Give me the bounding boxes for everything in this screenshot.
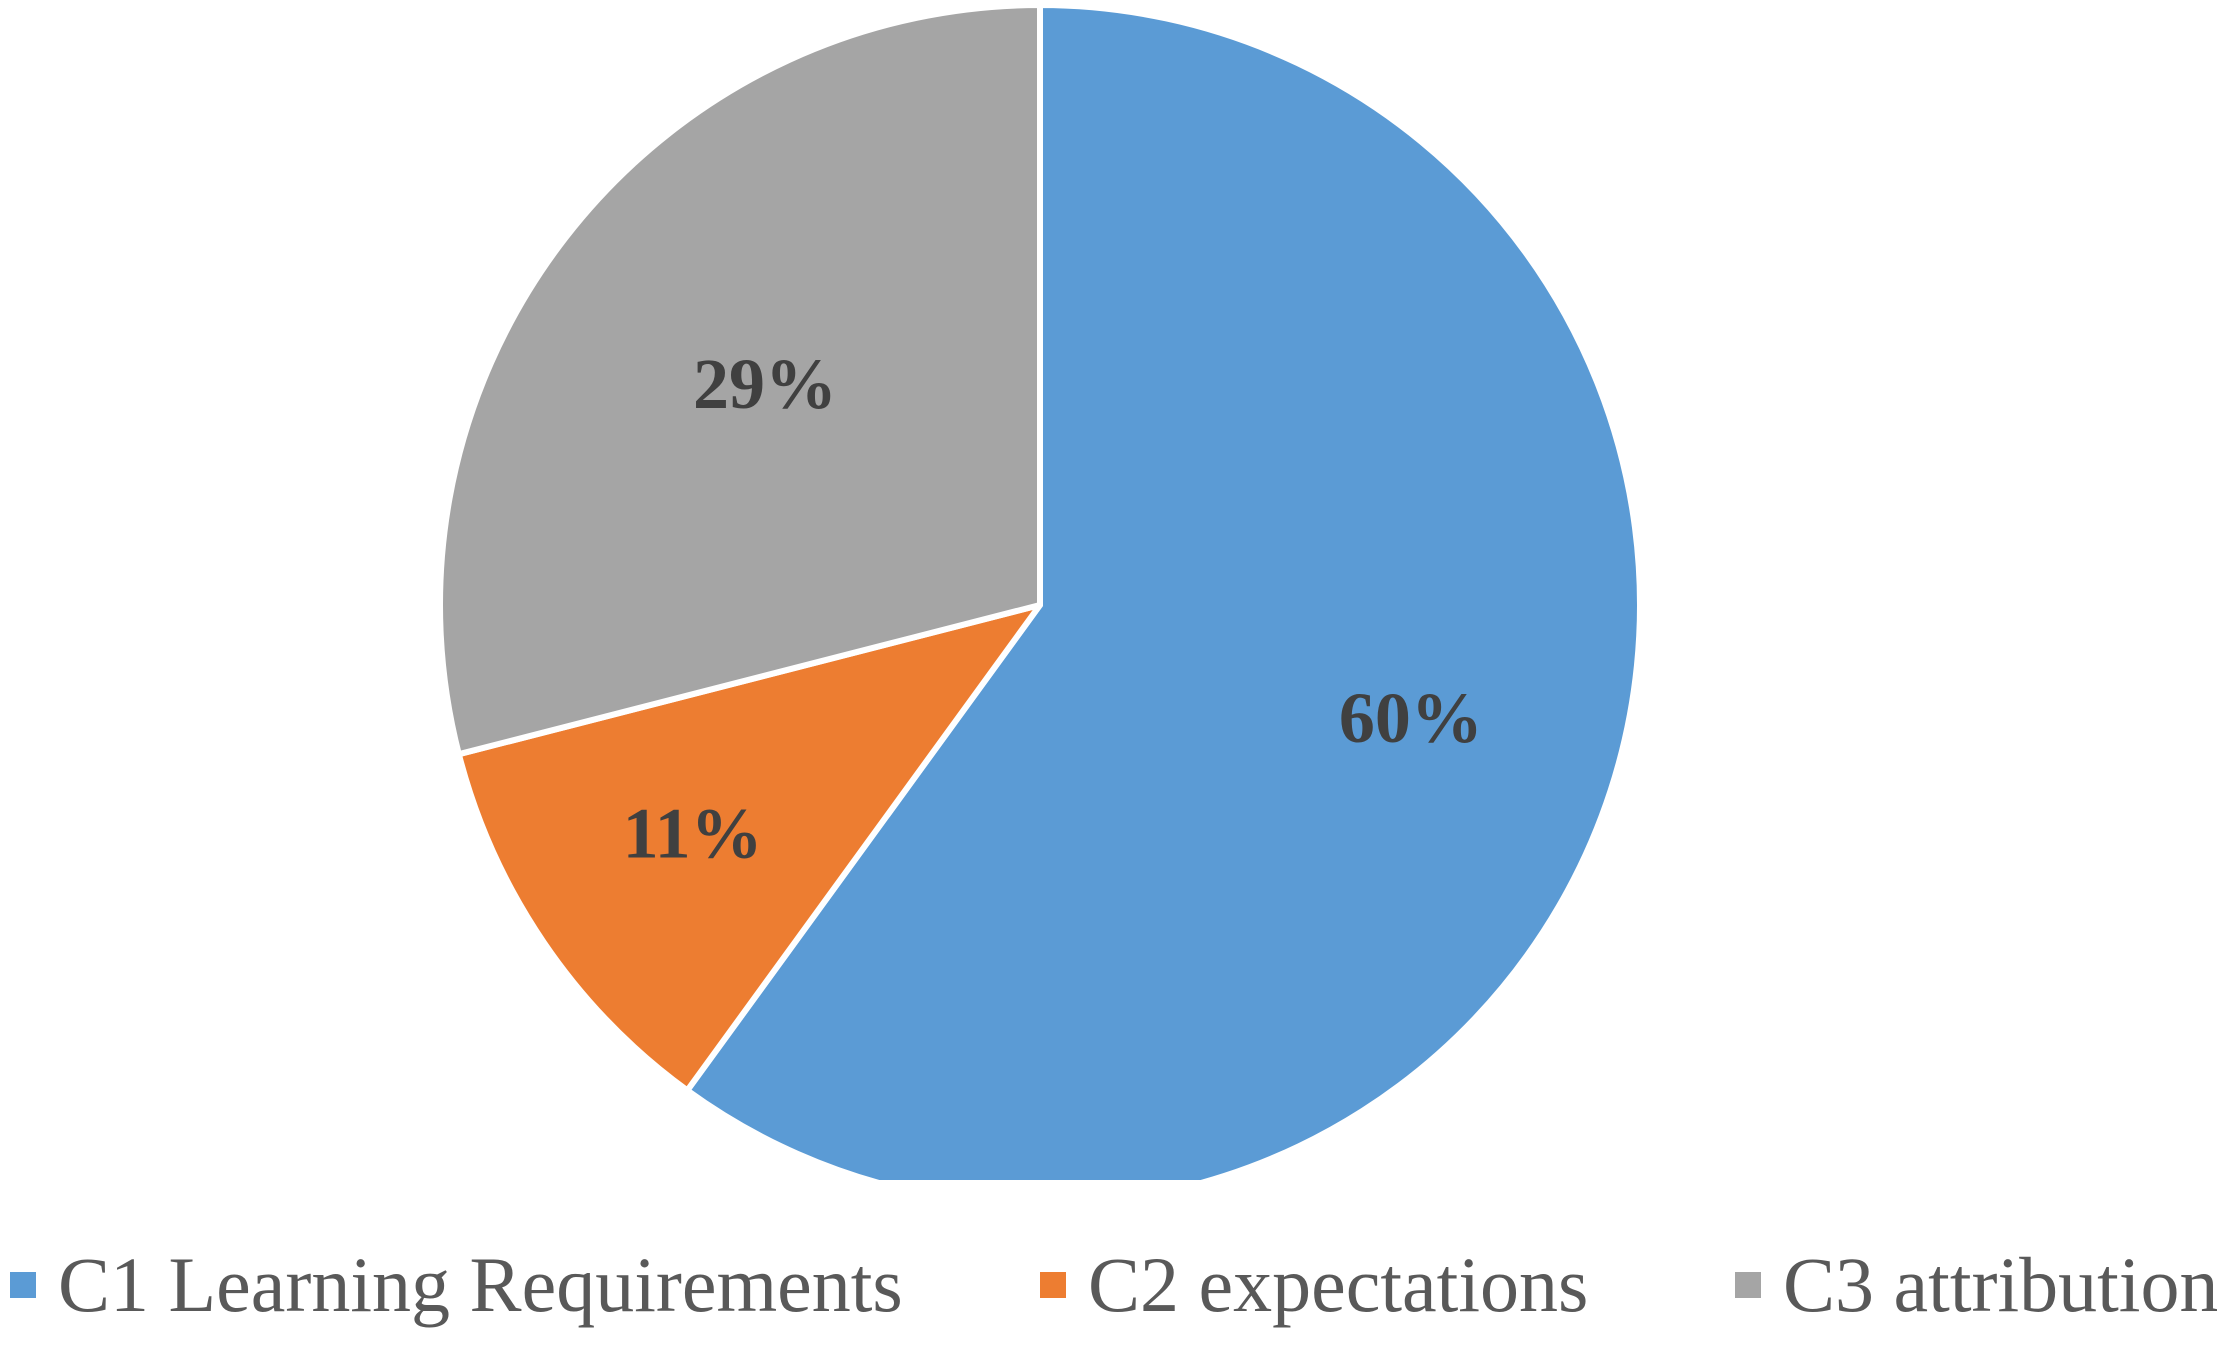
legend-label-c3: C3 attribution	[1783, 1241, 2217, 1328]
data-label-c3: 29%	[693, 344, 837, 424]
legend-item-c3: C3 attribution	[1735, 1225, 2217, 1345]
pie-slice-c2	[455, 602, 1043, 1094]
pie-slice-c1	[684, 2, 1643, 1180]
legend-label-c1: C1 Learning Requirements	[58, 1241, 903, 1328]
pie-plot: 60% 11% 29%	[437, 2, 1643, 1180]
legend-item-c2: C2 expectations	[1040, 1225, 1588, 1345]
legend-item-c1: C1 Learning Requirements	[10, 1225, 903, 1345]
legend-swatch-c2	[1040, 1272, 1066, 1298]
legend: C1 Learning Requirements C2 expectations…	[0, 1225, 2217, 1345]
pie-slice-c3	[437, 2, 1043, 758]
legend-swatch-c1	[10, 1272, 36, 1298]
data-label-c1: 60%	[1339, 678, 1483, 758]
legend-swatch-c3	[1735, 1272, 1761, 1298]
data-label-c2: 11%	[623, 794, 763, 874]
legend-label-c2: C2 expectations	[1088, 1241, 1589, 1328]
